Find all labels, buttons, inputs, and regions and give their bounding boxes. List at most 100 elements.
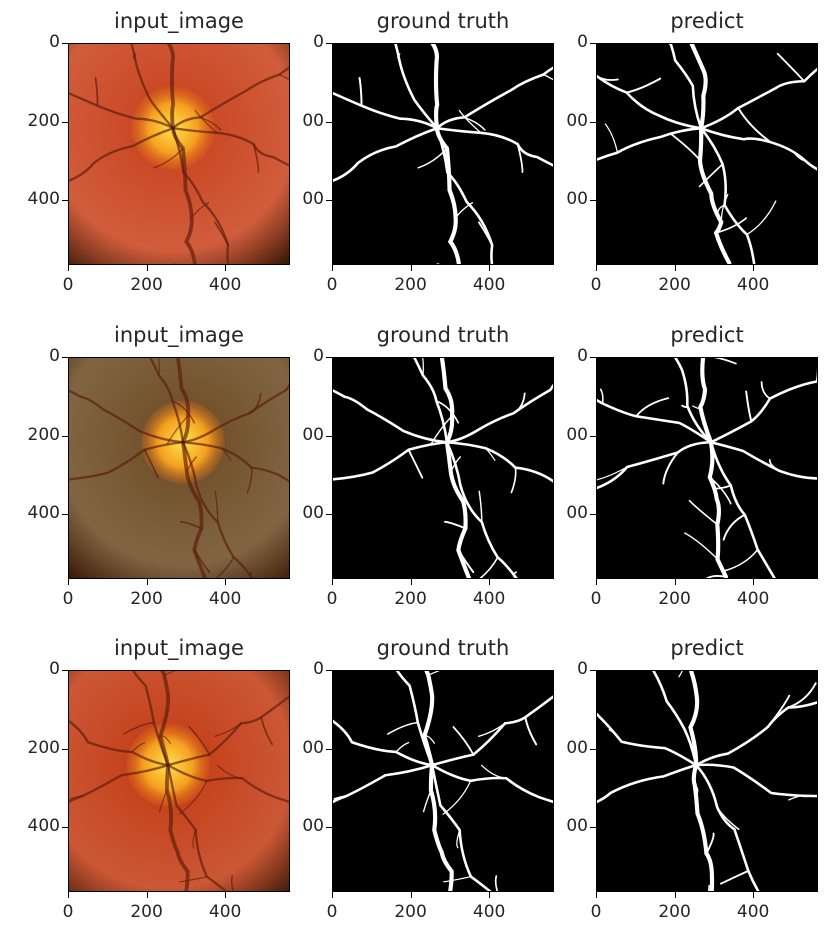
x-tick-mark bbox=[68, 892, 69, 898]
y-tick-mark bbox=[326, 200, 332, 202]
x-tick-label: 200 bbox=[130, 902, 163, 922]
vessel-mask bbox=[776, 52, 806, 83]
y-tick-label: 00 bbox=[302, 503, 324, 524]
x-tick-mark bbox=[68, 265, 69, 271]
x-tick-label: 0 bbox=[590, 902, 602, 922]
vessel-mask bbox=[694, 763, 760, 891]
vessel-mask bbox=[699, 67, 817, 130]
y-tick-label: 400 bbox=[27, 816, 60, 837]
vessel-mask bbox=[463, 116, 486, 131]
vessel bbox=[215, 556, 235, 578]
vessel bbox=[194, 109, 218, 134]
vessel-mask bbox=[697, 126, 732, 264]
vessel-mask bbox=[674, 358, 713, 444]
y-tick-mark bbox=[590, 357, 596, 358]
vessel bbox=[69, 389, 185, 444]
x-tick-label: 400 bbox=[208, 589, 242, 609]
y-tick-mark bbox=[62, 748, 68, 750]
vessel-mask bbox=[435, 66, 553, 130]
vessel-mask bbox=[494, 875, 499, 891]
x-tick-label: 0 bbox=[326, 902, 338, 922]
x-tick-mark bbox=[332, 579, 333, 585]
y-tick-label: 00 bbox=[566, 424, 588, 445]
fundus-image bbox=[68, 357, 290, 579]
y-tick-mark bbox=[590, 748, 596, 750]
x-tick-label: 200 bbox=[658, 589, 691, 609]
vessel-mask bbox=[684, 532, 719, 560]
panel-title: predict bbox=[670, 323, 744, 347]
vessel bbox=[166, 695, 289, 767]
x-tick-label: 400 bbox=[736, 589, 770, 609]
vessel bbox=[158, 671, 171, 768]
x-tick-mark bbox=[489, 579, 491, 585]
vessel-mask bbox=[691, 763, 715, 891]
vessel bbox=[230, 875, 235, 891]
y-tick-mark bbox=[62, 827, 68, 829]
y-tick-label: 00 bbox=[302, 816, 324, 837]
vessel-mask bbox=[678, 671, 683, 678]
vessel-mask bbox=[707, 884, 710, 891]
vessel-mask bbox=[597, 126, 703, 161]
x-tick-label: 200 bbox=[394, 902, 427, 922]
vessel bbox=[260, 716, 274, 746]
vessel bbox=[181, 441, 254, 578]
vessel-mask bbox=[445, 383, 553, 444]
vessel-mask bbox=[444, 520, 467, 530]
vessel bbox=[171, 127, 289, 167]
y-tick-mark bbox=[62, 357, 68, 358]
vessel bbox=[214, 490, 219, 523]
y-tick-label: 0 bbox=[313, 346, 324, 366]
vessel-mask bbox=[625, 77, 662, 94]
vessel-mask bbox=[597, 398, 713, 444]
x-tick-label: 0 bbox=[326, 589, 338, 609]
x-tick-mark bbox=[674, 892, 676, 898]
x-tick-label: 200 bbox=[130, 275, 163, 295]
vessel-mask bbox=[333, 440, 449, 481]
x-tick-label: 200 bbox=[394, 275, 427, 295]
vessel bbox=[163, 671, 176, 676]
vessel-mask bbox=[430, 695, 553, 767]
vessel bbox=[171, 400, 195, 424]
y-tick-mark bbox=[326, 435, 332, 437]
vessel-mask bbox=[737, 107, 772, 143]
vessel bbox=[171, 127, 230, 264]
vessel-mask bbox=[669, 44, 703, 130]
fundus-svg bbox=[69, 44, 289, 264]
predict-mask bbox=[596, 357, 818, 579]
vessel-mask bbox=[435, 126, 553, 167]
vessel-mask bbox=[719, 869, 750, 885]
vessel bbox=[166, 763, 228, 891]
panel-title: predict bbox=[670, 9, 744, 33]
vessel-mask bbox=[333, 389, 449, 444]
vessel-mask bbox=[422, 671, 435, 768]
x-tick-mark bbox=[410, 579, 412, 585]
vessel-mask bbox=[358, 77, 363, 107]
x-tick-label: 200 bbox=[130, 589, 163, 609]
mask-svg bbox=[333, 358, 553, 578]
vessel bbox=[180, 520, 203, 530]
vessel-mask bbox=[458, 109, 482, 134]
vessel-mask bbox=[652, 671, 698, 767]
y-tick-label: 0 bbox=[313, 659, 324, 679]
panel-r3-predict: predict 0 00 00 0 200 400 bbox=[566, 636, 818, 922]
x-tick-label: 0 bbox=[326, 275, 338, 295]
x-tick-label: 200 bbox=[658, 902, 691, 922]
vessel-mask bbox=[699, 126, 756, 264]
x-tick-mark bbox=[674, 265, 676, 271]
vessel-mask bbox=[445, 440, 553, 483]
panel-title: predict bbox=[670, 636, 744, 660]
vessel-mask bbox=[430, 44, 440, 131]
vessel-mask bbox=[698, 163, 724, 188]
x-tick-mark bbox=[753, 265, 755, 271]
y-tick-label: 200 bbox=[27, 737, 60, 758]
y-tick-label: 00 bbox=[302, 424, 324, 445]
panel-r2-input: input_image 0 200 400 0 200 400 bbox=[28, 323, 290, 609]
vessel-mask bbox=[760, 381, 771, 400]
ground-truth-mask bbox=[332, 43, 554, 265]
vessel-mask bbox=[597, 440, 713, 490]
vessel bbox=[69, 763, 170, 804]
vessel bbox=[123, 721, 155, 735]
panel-r1-truth: ground truth 0 00 00 0 200 400 bbox=[302, 9, 554, 295]
vessel-mask bbox=[688, 671, 700, 768]
